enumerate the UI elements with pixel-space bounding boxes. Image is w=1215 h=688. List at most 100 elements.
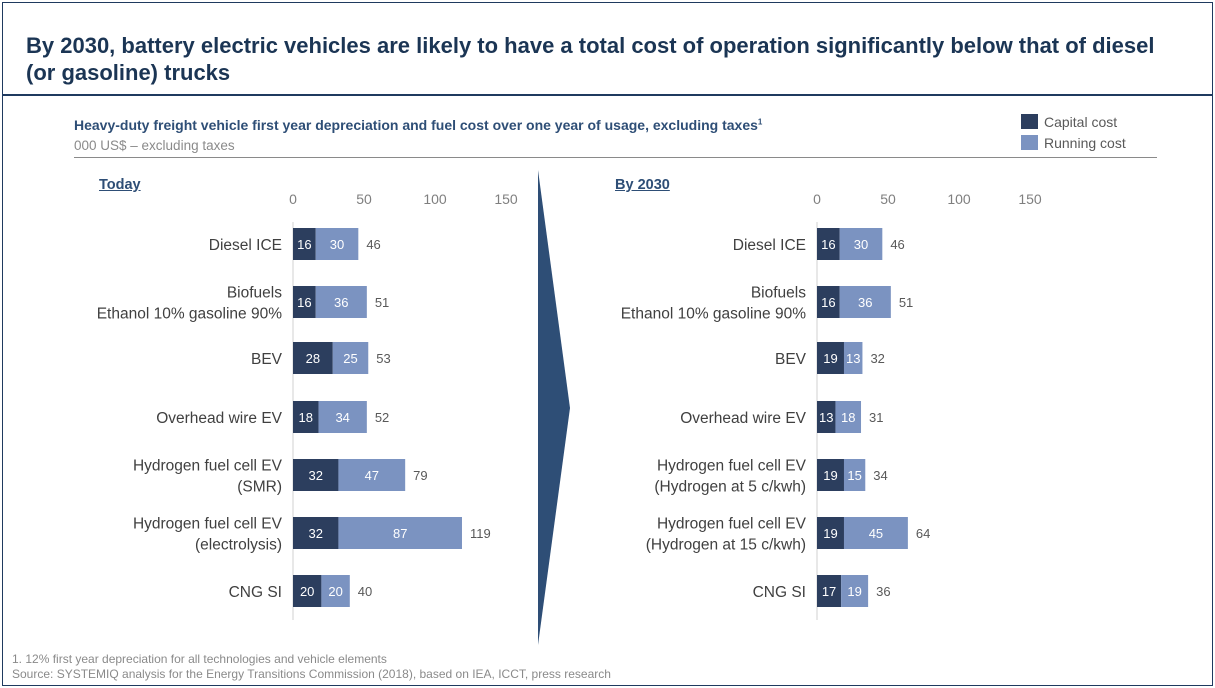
x-tick-label: 100 xyxy=(423,191,447,207)
data-label-capital: 16 xyxy=(821,295,835,310)
x-tick-label: 150 xyxy=(494,191,518,207)
bar-capital xyxy=(293,228,316,260)
data-label-running: 18 xyxy=(841,410,855,425)
category-label: Biofuels xyxy=(227,285,282,302)
chart-subtitle-text: Heavy-duty freight vehicle first year de… xyxy=(74,117,758,133)
bar-capital xyxy=(817,517,844,549)
data-label-total: 79 xyxy=(413,468,427,483)
legend-item-capital: Capital cost xyxy=(1021,111,1126,132)
data-label-capital: 28 xyxy=(306,351,320,366)
data-label-total: 64 xyxy=(916,526,930,541)
x-tick-label: 150 xyxy=(1018,191,1042,207)
category-label: BEV xyxy=(251,351,283,368)
category-label: Biofuels xyxy=(751,285,806,302)
footnotes: 1. 12% first year depreciation for all t… xyxy=(12,652,611,682)
units-label: 000 US$ – excluding taxes xyxy=(74,138,235,153)
category-label: Hydrogen fuel cell EV xyxy=(133,458,283,475)
category-label: Hydrogen fuel cell EV xyxy=(133,516,283,533)
slide-title: By 2030, battery electric vehicles are l… xyxy=(26,33,1155,85)
category-label: Hydrogen fuel cell EV xyxy=(657,516,807,533)
x-tick-label: 50 xyxy=(880,191,896,207)
data-label-total: 36 xyxy=(876,584,890,599)
category-label: Ethanol 10% gasoline 90% xyxy=(621,306,806,323)
data-label-total: 31 xyxy=(869,410,883,425)
category-label: Overhead wire EV xyxy=(156,410,282,427)
category-label: Hydrogen fuel cell EV xyxy=(657,458,807,475)
category-label: (electrolysis) xyxy=(195,537,282,554)
legend-swatch-running xyxy=(1021,135,1038,150)
data-label-capital: 32 xyxy=(308,526,322,541)
category-label: (SMR) xyxy=(237,479,282,496)
bar-running xyxy=(332,342,369,374)
chart-subtitle: Heavy-duty freight vehicle first year de… xyxy=(74,117,762,133)
bar-running xyxy=(843,517,908,549)
bar-capital xyxy=(817,286,840,318)
data-label-total: 46 xyxy=(890,237,904,252)
bar-capital xyxy=(817,401,836,433)
legend-label-running: Running cost xyxy=(1044,134,1126,151)
subtitle-divider xyxy=(74,157,1157,158)
bar-capital xyxy=(293,286,316,318)
data-label-capital: 32 xyxy=(308,468,322,483)
data-label-running: 25 xyxy=(343,351,357,366)
bar-running xyxy=(839,286,891,318)
bar-capital xyxy=(817,228,840,260)
bar-running xyxy=(843,342,863,374)
bar-capital xyxy=(293,459,339,491)
data-label-capital: 16 xyxy=(297,237,311,252)
data-label-running: 20 xyxy=(328,584,342,599)
bar-capital xyxy=(293,342,333,374)
bar-capital xyxy=(817,459,844,491)
bar-capital xyxy=(293,575,322,607)
panel-title-today: Today xyxy=(99,177,141,193)
footnote-mark: 1 xyxy=(757,117,763,127)
x-tick-label: 0 xyxy=(289,191,297,207)
bar-running xyxy=(841,575,869,607)
data-label-running: 47 xyxy=(365,468,379,483)
category-label: (Hydrogen at 5 c/kwh) xyxy=(654,479,806,496)
x-tick-label: 100 xyxy=(947,191,971,207)
data-label-running: 87 xyxy=(393,526,407,541)
data-label-total: 52 xyxy=(375,410,389,425)
legend: Capital cost Running cost xyxy=(1021,111,1126,153)
category-label: CNG SI xyxy=(753,584,806,601)
x-tick-label: 50 xyxy=(356,191,372,207)
bar-running xyxy=(338,517,462,549)
legend-item-running: Running cost xyxy=(1021,132,1126,153)
data-label-running: 13 xyxy=(846,351,860,366)
category-label: Diesel ICE xyxy=(733,237,806,254)
bar-running xyxy=(318,401,367,433)
x-tick-label: 0 xyxy=(813,191,821,207)
bar-running xyxy=(835,401,862,433)
bar-capital xyxy=(817,575,842,607)
data-label-total: 119 xyxy=(470,526,491,541)
data-label-total: 51 xyxy=(899,295,913,310)
footnote-1: 1. 12% first year depreciation for all t… xyxy=(12,652,387,666)
data-label-total: 51 xyxy=(375,295,389,310)
bar-running xyxy=(338,459,406,491)
data-label-capital: 13 xyxy=(819,410,833,425)
data-label-total: 53 xyxy=(376,351,390,366)
category-label: Diesel ICE xyxy=(209,237,282,254)
data-label-capital: 19 xyxy=(823,526,837,541)
data-label-total: 46 xyxy=(366,237,380,252)
bar-running xyxy=(321,575,350,607)
data-label-capital: 19 xyxy=(823,468,837,483)
title-divider xyxy=(3,94,1212,96)
chart-today: 0 50 100 150 Diesel ICE 16 30 46 Biofuels Ethanol… xyxy=(97,191,518,620)
source-note: Source: SYSTEMIQ analysis for the Energy… xyxy=(12,667,611,681)
data-label-capital: 18 xyxy=(299,410,313,425)
category-label: BEV xyxy=(775,351,807,368)
data-label-running: 30 xyxy=(330,237,344,252)
data-label-running: 30 xyxy=(854,237,868,252)
data-label-total: 40 xyxy=(358,584,372,599)
bar-capital xyxy=(293,401,319,433)
category-label: (Hydrogen at 15 c/kwh) xyxy=(646,537,806,554)
category-label: Ethanol 10% gasoline 90% xyxy=(97,306,282,323)
bar-running xyxy=(839,228,883,260)
data-label-running: 15 xyxy=(847,468,861,483)
legend-swatch-capital xyxy=(1021,114,1038,129)
data-label-capital: 17 xyxy=(822,584,836,599)
